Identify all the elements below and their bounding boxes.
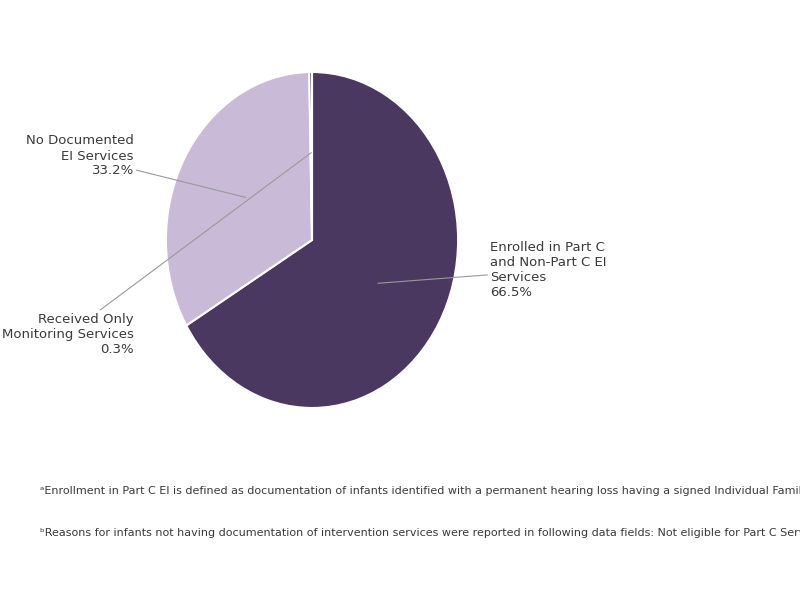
Text: ᵃEnrollment in Part C EI is defined as documentation of infants identified with : ᵃEnrollment in Part C EI is defined as d… <box>40 486 800 496</box>
Text: No Documented
EI Services
33.2%: No Documented EI Services 33.2% <box>26 134 246 197</box>
Wedge shape <box>186 72 458 408</box>
Wedge shape <box>166 72 312 326</box>
Text: ᵇReasons for infants not having documentation of intervention services were repo: ᵇReasons for infants not having document… <box>40 528 800 538</box>
Text: Received Only
Monitoring Services
0.3%: Received Only Monitoring Services 0.3% <box>2 152 311 356</box>
Wedge shape <box>310 72 312 240</box>
Text: Enrolled in Part C
and Non-Part C EI
Services
66.5%: Enrolled in Part C and Non-Part C EI Ser… <box>378 241 606 299</box>
